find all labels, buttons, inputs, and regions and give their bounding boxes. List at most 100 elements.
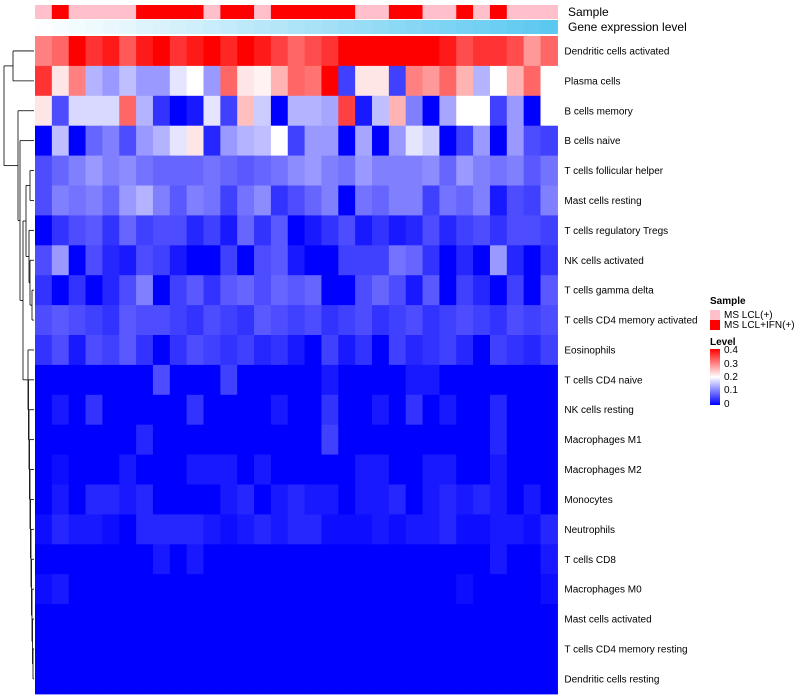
heatmap-cell-r10-c28 — [506, 335, 525, 366]
heatmap-cell-r18-c11 — [220, 574, 238, 605]
heatmap-cell-r18-c17 — [321, 574, 339, 605]
heatmap-cell-r20-c13 — [254, 634, 272, 665]
heatmap-cell-r9-c16 — [304, 305, 323, 336]
heatmap-cell-r7-c7 — [152, 245, 171, 276]
heatmap-cell-r13-c12 — [237, 424, 255, 456]
heatmap-cell-r15-c20 — [372, 484, 390, 515]
sample-annotation-cell-1 — [51, 5, 70, 19]
heatmap-cell-r14-c16 — [304, 454, 323, 486]
heatmap-cell-r17-c29 — [523, 544, 542, 575]
heatmap-cell-r1-c16 — [304, 65, 323, 97]
legend-tick-2: 0.2 — [724, 372, 738, 383]
heatmap-cell-r15-c25 — [456, 484, 474, 515]
heatmap-cell-r20-c22 — [405, 634, 424, 665]
heatmap-cell-r21-c29 — [523, 663, 542, 695]
heatmap-cell-r7-c19 — [355, 245, 373, 276]
heatmap-cell-r0-c2 — [68, 36, 87, 67]
row-dendrogram — [3, 50, 34, 680]
heatmap-cell-r16-c9 — [186, 514, 205, 545]
heatmap-cell-r18-c14 — [270, 574, 289, 605]
heatmap-cell-r8-c20 — [372, 275, 390, 306]
heatmap-cell-r11-c30 — [540, 364, 558, 396]
heatmap-cell-r0-c24 — [439, 36, 457, 67]
sample-annotation-cell-27 — [489, 5, 508, 19]
heatmap-cell-r5-c10 — [203, 185, 221, 216]
heatmap-cell-r9-c24 — [439, 305, 457, 336]
heatmap-cell-r7-c11 — [220, 245, 238, 276]
heatmap-cell-r0-c8 — [169, 36, 188, 67]
heatmap-cell-r15-c14 — [270, 484, 289, 515]
heatmap-cell-r20-c24 — [439, 634, 457, 665]
heatmap-cell-r20-c17 — [321, 634, 339, 665]
heatmap-cell-r4-c20 — [372, 155, 390, 187]
heatmap-cell-r9-c11 — [220, 305, 238, 336]
heatmap-cell-r16-c27 — [489, 514, 508, 545]
heatmap-cell-r20-c4 — [102, 634, 120, 665]
heatmap-cell-r21-c19 — [355, 663, 373, 695]
heatmap-cell-r3-c29 — [523, 125, 542, 157]
heatmap-cell-r8-c23 — [422, 275, 440, 306]
heatmap-cell-r7-c25 — [456, 245, 474, 276]
heatmap-cell-r1-c29 — [523, 65, 542, 97]
heatmap-cell-r19-c15 — [287, 604, 306, 635]
sample-annotation-cell-5 — [119, 5, 137, 19]
heatmap-cell-r21-c4 — [102, 663, 120, 695]
heatmap-cell-r0-c3 — [85, 36, 103, 67]
heatmap-cell-r15-c28 — [506, 484, 525, 515]
heatmap-cell-r10-c30 — [540, 335, 558, 366]
heatmap-cell-r3-c1 — [51, 125, 70, 157]
sample-annotation-cell-19 — [355, 5, 373, 19]
heatmap-cell-r14-c7 — [152, 454, 171, 486]
heatmap-cell-r16-c6 — [136, 514, 154, 545]
heatmap-cell-r2-c29 — [523, 95, 542, 127]
heatmap-cell-r8-c26 — [473, 275, 491, 306]
heatmap-cell-r9-c8 — [169, 305, 188, 336]
heatmap-cell-r4-c24 — [439, 155, 457, 187]
row-label-11: T cells CD4 naive — [564, 375, 643, 386]
heatmap-cell-r16-c4 — [102, 514, 120, 545]
heatmap-cell-r2-c17 — [321, 95, 339, 127]
row-label-18: Macrophages M0 — [564, 585, 642, 596]
heatmap-cell-r18-c27 — [489, 574, 508, 605]
heatmap-cell-r5-c14 — [270, 185, 289, 216]
heatmap-cell-r11-c4 — [102, 364, 120, 396]
heatmap-cell-r14-c8 — [169, 454, 188, 486]
gene-expression-cell-17 — [321, 20, 339, 34]
row-label-20: T cells CD4 memory resting — [564, 645, 687, 656]
legend-swatch-ms-lcl — [710, 310, 720, 320]
heatmap-cell-r11-c23 — [422, 364, 440, 396]
row-label-9: T cells CD4 memory activated — [564, 316, 697, 327]
heatmap-cell-r1-c20 — [372, 65, 390, 97]
heatmap-cell-r17-c25 — [456, 544, 474, 575]
heatmap-cell-r4-c15 — [287, 155, 306, 187]
heatmap-cell-r11-c0 — [35, 364, 53, 396]
heatmap-cell-r2-c6 — [136, 95, 154, 127]
heatmap-cell-r4-c25 — [456, 155, 474, 187]
heatmap-cell-r1-c28 — [506, 65, 525, 97]
row-label-14: Macrophages M2 — [564, 465, 642, 476]
heatmap-cell-r18-c12 — [237, 574, 255, 605]
heatmap-cell-r5-c30 — [540, 185, 558, 216]
heatmap-cell-r7-c28 — [506, 245, 525, 276]
row-labels: Dendritic cells activated Plasma cells B c… — [564, 47, 697, 686]
gene-expression-cell-20 — [372, 20, 390, 34]
heatmap-cell-r21-c17 — [321, 663, 339, 695]
gene-expression-cell-18 — [338, 20, 356, 34]
heatmap-cell-r3-c15 — [287, 125, 306, 157]
heatmap-cell-r7-c12 — [237, 245, 255, 276]
heatmap-cell-r3-c7 — [152, 125, 171, 157]
heatmap-cell-r15-c19 — [355, 484, 373, 515]
heatmap-cell-r8-c14 — [270, 275, 289, 306]
sample-annotation-cell-30 — [540, 5, 558, 19]
heatmap-cell-r1-c11 — [220, 65, 238, 97]
heatmap-cell-r13-c0 — [35, 424, 53, 456]
heatmap-cell-r17-c2 — [68, 544, 87, 575]
heatmap-cell-r8-c1 — [51, 275, 70, 306]
heatmap-cell-r15-c22 — [405, 484, 424, 515]
heatmap-cell-r10-c26 — [473, 335, 491, 366]
heatmap-cell-r17-c22 — [405, 544, 424, 575]
heatmap-cell-r21-c23 — [422, 663, 440, 695]
heatmap-cell-r8-c8 — [169, 275, 188, 306]
heatmap-cell-r5-c17 — [321, 185, 339, 216]
heatmap-cell-r12-c13 — [254, 394, 272, 426]
